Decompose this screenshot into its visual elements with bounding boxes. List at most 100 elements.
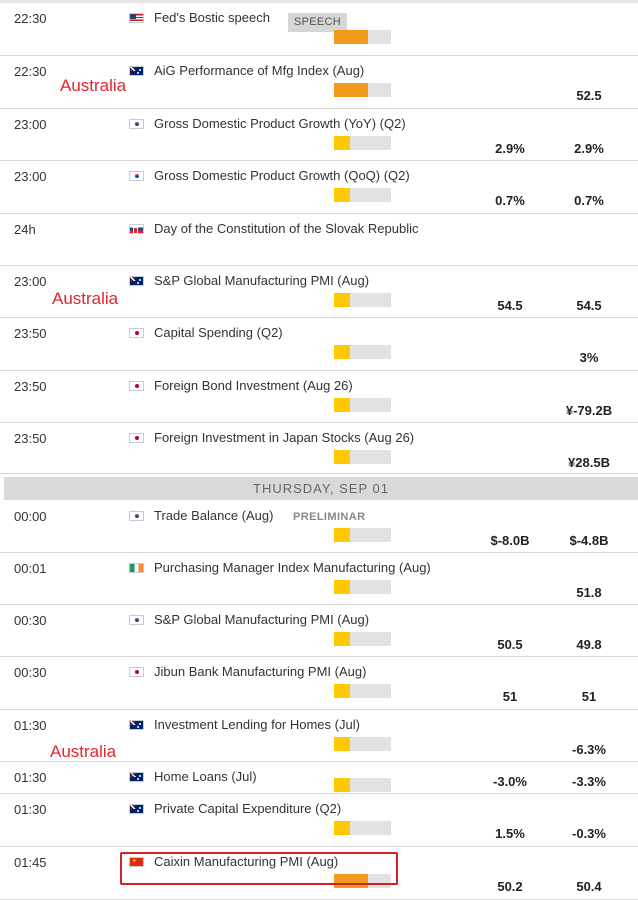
event-name[interactable]: S&P Global Manufacturing PMI (Aug): [154, 273, 370, 288]
japan-flag-icon: [129, 433, 144, 443]
annotation-australia: Australia: [50, 742, 117, 761]
importance-bar: [334, 293, 391, 307]
event-row[interactable]: 00:01 Purchasing Manager Index Manufactur…: [0, 553, 638, 605]
event-row[interactable]: 23:00 S&P Global Manufacturing PMI (Aug) 5…: [0, 266, 638, 318]
importance-fill: [334, 345, 350, 359]
importance-bar: [334, 398, 391, 412]
importance-fill: [334, 293, 350, 307]
previous-value: 52.5: [576, 88, 602, 103]
importance-bar: [334, 580, 391, 594]
highlight-box: [120, 852, 398, 885]
previous-value: 51: [581, 689, 597, 704]
event-time: 01:45: [14, 855, 47, 870]
event-name[interactable]: Caixin Manufacturing PMI (Aug): [154, 854, 339, 869]
event-name[interactable]: Day of the Constitution of the Slovak Re…: [154, 221, 419, 236]
event-time: 00:00: [14, 509, 47, 524]
event-row[interactable]: 24h Day of the Constitution of the Slovak…: [0, 214, 638, 266]
importance-bar: [334, 778, 391, 792]
importance-fill: [334, 450, 350, 464]
event-time: 23:00: [14, 274, 47, 289]
event-row[interactable]: 22:30 Fed's Bostic speech SPEECH: [0, 3, 638, 56]
event-time: 23:50: [14, 379, 47, 394]
previous-value: $-4.8B: [569, 533, 609, 548]
previous-value: -3.3%: [572, 774, 606, 789]
forecast-value: 0.7%: [495, 193, 525, 208]
previous-value: ¥28.5B: [568, 455, 610, 470]
forecast-value: 54.5: [497, 298, 523, 313]
event-row[interactable]: 00:00 Trade Balance (Aug) PRELIMINAR $-8.0B…: [0, 501, 638, 553]
event-time: 01:30: [14, 718, 47, 733]
event-name[interactable]: Gross Domestic Product Growth (YoY) (Q2): [154, 116, 406, 131]
japan-flag-icon: [129, 381, 144, 391]
importance-fill: [334, 83, 368, 97]
importance-fill: [334, 778, 350, 792]
event-name[interactable]: Investment Lending for Homes (Jul): [154, 717, 360, 732]
event-name[interactable]: Gross Domestic Product Growth (QoQ) (Q2): [154, 168, 410, 183]
event-name[interactable]: AiG Performance of Mfg Index (Aug): [154, 63, 365, 78]
importance-fill: [334, 737, 350, 751]
event-row[interactable]: 00:30 S&P Global Manufacturing PMI (Aug) 5…: [0, 605, 638, 657]
event-name[interactable]: Foreign Investment in Japan Stocks (Aug …: [154, 430, 415, 445]
importance-bar: [334, 188, 391, 202]
slovakia-flag-icon: [129, 224, 144, 234]
south-korea-flag-icon: [129, 615, 144, 625]
importance-bar: [334, 684, 391, 698]
event-row[interactable]: 23:00 Gross Domestic Product Growth (QoQ)…: [0, 161, 638, 214]
preliminary-tag: PRELIMINAR: [293, 511, 366, 523]
importance-fill: [334, 398, 350, 412]
event-name[interactable]: Private Capital Expenditure (Q2): [154, 801, 342, 816]
event-row[interactable]: 01:30 Investment Lending for Homes (Jul) -…: [0, 710, 638, 762]
event-time: 01:30: [14, 802, 47, 817]
event-time: 24h: [14, 222, 36, 237]
event-name[interactable]: Trade Balance (Aug): [154, 508, 274, 523]
day-header: THURSDAY, SEP 01: [4, 477, 638, 500]
event-row[interactable]: 23:00 Gross Domestic Product Growth (YoY)…: [0, 109, 638, 161]
previous-value: 51.8: [576, 585, 602, 600]
importance-fill: [334, 30, 368, 44]
forecast-value: 2.9%: [495, 141, 525, 156]
forecast-value: $-8.0B: [490, 533, 530, 548]
previous-value: -0.3%: [572, 826, 606, 841]
importance-fill: [334, 528, 350, 542]
importance-fill: [334, 632, 350, 646]
event-row[interactable]: 01:30 Home Loans (Jul) -3.0% -3.3%: [0, 762, 638, 794]
event-row[interactable]: 23:50 Foreign Bond Investment (Aug 26) ¥-7…: [0, 371, 638, 423]
japan-flag-icon: [129, 667, 144, 677]
event-name[interactable]: Capital Spending (Q2): [154, 325, 283, 340]
event-name[interactable]: Purchasing Manager Index Manufacturing (…: [154, 560, 431, 575]
event-time: 22:30: [14, 11, 47, 26]
previous-value: 49.8: [576, 637, 602, 652]
event-name[interactable]: S&P Global Manufacturing PMI (Aug): [154, 612, 370, 627]
event-name[interactable]: Fed's Bostic speech: [154, 10, 270, 25]
importance-bar: [334, 821, 391, 835]
ireland-flag-icon: [129, 563, 144, 573]
importance-bar: [334, 528, 391, 542]
event-row[interactable]: 01:30 Private Capital Expenditure (Q2) 1.5…: [0, 794, 638, 847]
event-row[interactable]: 22:30 AiG Performance of Mfg Index (Aug) 5…: [0, 56, 638, 109]
previous-value: 3%: [579, 350, 599, 365]
annotation-australia: Australia: [60, 76, 127, 95]
event-time: 23:00: [14, 169, 47, 184]
event-row[interactable]: 23:50 Capital Spending (Q2) 3%: [0, 318, 638, 371]
south-korea-flag-icon: [129, 511, 144, 521]
event-name[interactable]: Foreign Bond Investment (Aug 26): [154, 378, 353, 393]
event-row[interactable]: 23:50 Foreign Investment in Japan Stocks …: [0, 423, 638, 474]
forecast-value: 1.5%: [495, 826, 525, 841]
importance-fill: [334, 136, 350, 150]
event-time: 23:50: [14, 431, 47, 446]
importance-bar: [334, 450, 391, 464]
australia-flag-icon: [129, 804, 144, 814]
previous-value: 2.9%: [574, 141, 604, 156]
event-name[interactable]: Jibun Bank Manufacturing PMI (Aug): [154, 664, 367, 679]
importance-fill: [334, 188, 350, 202]
previous-value: 0.7%: [574, 193, 604, 208]
event-time: 22:30: [14, 64, 47, 79]
event-row[interactable]: 00:30 Jibun Bank Manufacturing PMI (Aug) 5…: [0, 657, 638, 710]
importance-bar: [334, 30, 391, 44]
south-korea-flag-icon: [129, 171, 144, 181]
event-name[interactable]: Home Loans (Jul): [154, 769, 257, 784]
importance-fill: [334, 684, 350, 698]
importance-bar: [334, 737, 391, 751]
australia-flag-icon: [129, 66, 144, 76]
